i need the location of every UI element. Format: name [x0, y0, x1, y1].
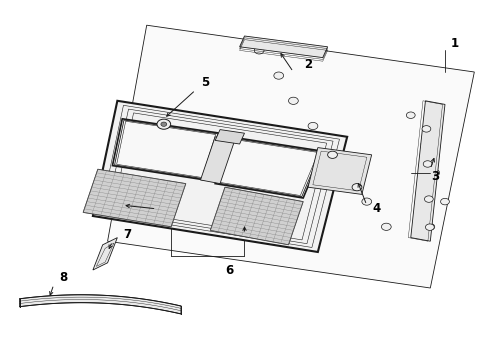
Circle shape — [327, 151, 337, 158]
Text: 3: 3 — [430, 170, 438, 183]
Polygon shape — [83, 169, 185, 227]
Polygon shape — [93, 101, 346, 252]
Circle shape — [361, 198, 371, 205]
Text: 7: 7 — [123, 228, 131, 240]
Circle shape — [425, 224, 433, 230]
Circle shape — [351, 184, 361, 191]
Circle shape — [161, 122, 166, 126]
Polygon shape — [239, 36, 327, 58]
Circle shape — [381, 223, 390, 230]
Circle shape — [430, 170, 439, 176]
Circle shape — [254, 47, 264, 54]
Polygon shape — [410, 101, 444, 241]
Polygon shape — [200, 137, 234, 184]
Circle shape — [273, 72, 283, 79]
Circle shape — [423, 161, 431, 167]
Circle shape — [307, 122, 317, 130]
Polygon shape — [210, 187, 303, 245]
Polygon shape — [20, 295, 181, 314]
Circle shape — [327, 148, 337, 155]
Polygon shape — [112, 119, 220, 180]
Text: 4: 4 — [372, 202, 380, 215]
Circle shape — [424, 196, 432, 202]
Circle shape — [420, 141, 429, 147]
Circle shape — [421, 126, 430, 132]
Polygon shape — [215, 137, 322, 198]
Polygon shape — [93, 238, 117, 270]
Circle shape — [288, 97, 298, 104]
Polygon shape — [107, 25, 473, 288]
Text: 2: 2 — [304, 58, 311, 71]
Text: 5: 5 — [201, 76, 209, 89]
Polygon shape — [307, 148, 371, 194]
Text: 1: 1 — [450, 37, 458, 50]
Circle shape — [425, 224, 434, 230]
Text: 6: 6 — [225, 264, 233, 276]
Circle shape — [346, 173, 356, 180]
Circle shape — [440, 198, 448, 205]
Circle shape — [406, 112, 414, 118]
Text: 8: 8 — [60, 271, 67, 284]
Circle shape — [157, 119, 170, 129]
Polygon shape — [215, 130, 244, 144]
